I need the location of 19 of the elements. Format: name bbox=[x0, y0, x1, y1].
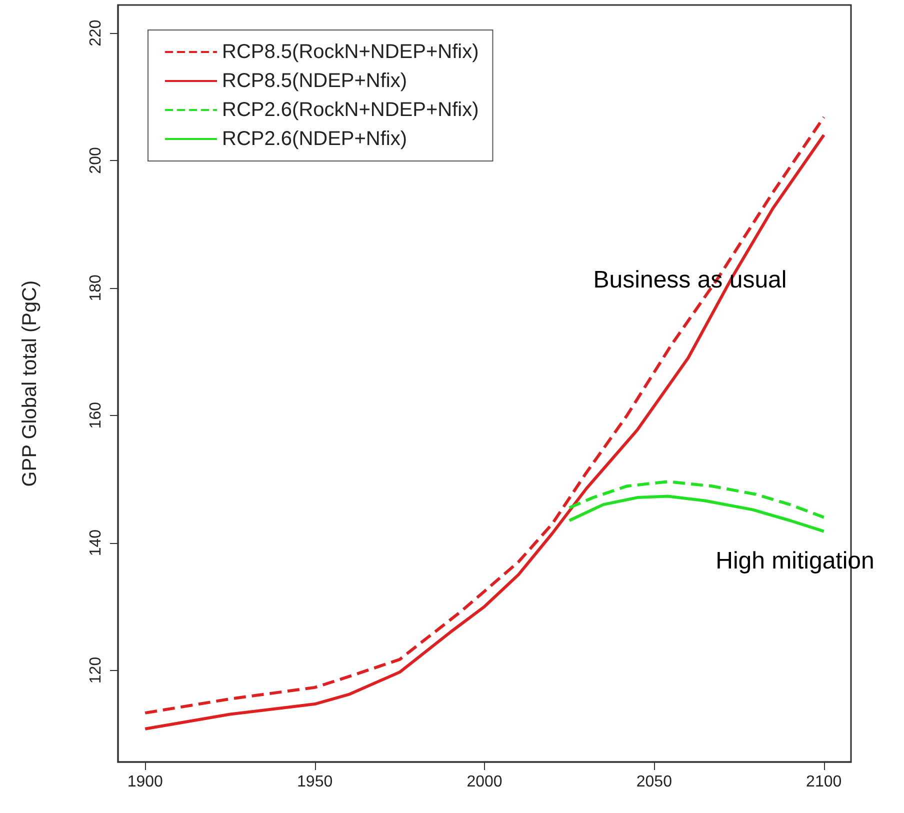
y-tick-label: 200 bbox=[88, 147, 104, 174]
y-tick-label: 220 bbox=[88, 20, 104, 46]
x-tick-label: 1900 bbox=[127, 774, 164, 790]
x-tick-label: 1950 bbox=[297, 774, 333, 790]
x-tick-label: 2000 bbox=[466, 774, 502, 790]
y-axis-title: GPP Global total (PgC) bbox=[19, 280, 41, 487]
legend-label: RCP8.5(NDEP+Nfix) bbox=[222, 70, 408, 92]
x-tick-label: 2100 bbox=[806, 774, 842, 790]
line-series bbox=[568, 480, 826, 519]
legend-label: RCP2.6(RockN+NDEP+Nfix) bbox=[222, 99, 479, 121]
y-tick-label: 160 bbox=[88, 402, 104, 429]
legend-label: RCP2.6(NDEP+Nfix) bbox=[222, 128, 408, 150]
legend-label: RCP8.5(RockN+NDEP+Nfix) bbox=[222, 41, 479, 63]
x-tick-label: 2050 bbox=[636, 774, 672, 790]
annotation: Business as usual bbox=[593, 266, 787, 294]
y-tick-label: 180 bbox=[88, 274, 104, 302]
y-tick-label: 120 bbox=[88, 656, 104, 684]
y-tick-label: 140 bbox=[88, 529, 104, 556]
line-series bbox=[568, 494, 826, 533]
